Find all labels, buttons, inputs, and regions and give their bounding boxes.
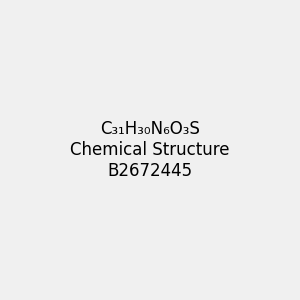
Text: C₃₁H₃₀N₆O₃S
Chemical Structure
B2672445: C₃₁H₃₀N₆O₃S Chemical Structure B2672445: [70, 120, 230, 180]
